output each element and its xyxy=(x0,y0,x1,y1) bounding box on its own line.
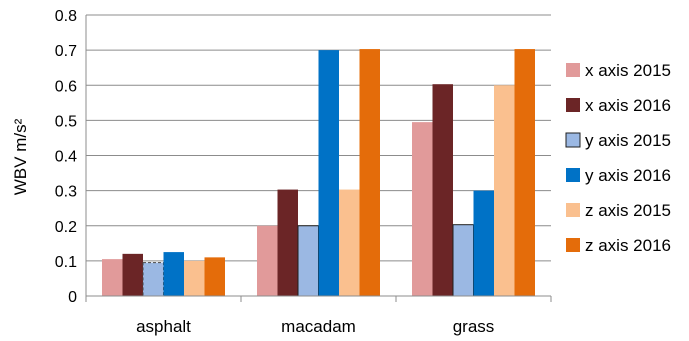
legend-swatch xyxy=(566,63,580,77)
bar xyxy=(277,189,298,296)
y-tick-label: 0.5 xyxy=(55,113,77,130)
bar xyxy=(163,252,184,296)
bar xyxy=(102,259,123,296)
bar xyxy=(297,225,319,297)
y-tick-labels: 0 0.1 0.2 0.3 0.4 0.5 0.6 0.7 0.8 xyxy=(55,8,77,306)
y-tick-label: 0.2 xyxy=(55,219,77,236)
x-category-labels: asphalt macadam grass xyxy=(136,317,494,336)
bar xyxy=(359,49,380,296)
y-axis-title: WBV m/s² xyxy=(11,118,30,195)
bar xyxy=(339,189,360,296)
legend-swatch xyxy=(566,203,580,217)
y-tick-label: 0.1 xyxy=(55,254,77,271)
bar xyxy=(514,49,535,296)
y-tick-label: 0.3 xyxy=(55,184,77,201)
x-category-label: grass xyxy=(453,317,495,336)
y-tick-label: 0.7 xyxy=(55,43,77,60)
legend-label: z axis 2016 xyxy=(585,236,671,255)
bar xyxy=(142,262,164,297)
legend-swatch xyxy=(566,98,580,112)
y-tick-label: 0.6 xyxy=(55,78,77,95)
legend-label: x axis 2016 xyxy=(585,96,671,115)
legend-label: y axis 2015 xyxy=(585,131,671,150)
bar xyxy=(494,85,515,296)
y-tick-label: 0.8 xyxy=(55,8,77,25)
axes xyxy=(85,15,552,302)
x-category-label: asphalt xyxy=(136,317,191,336)
bar xyxy=(452,224,474,297)
legend-label: y axis 2016 xyxy=(585,166,671,185)
y-tick-label: 0 xyxy=(68,289,77,306)
legend: x axis 2015 x axis 2016 y axis 2015 y axis … xyxy=(565,61,671,255)
bar xyxy=(204,257,225,296)
bar xyxy=(257,225,278,296)
legend-swatch xyxy=(565,132,581,148)
legend-label: x axis 2015 xyxy=(585,61,671,80)
bar-series xyxy=(102,49,535,297)
bar xyxy=(412,122,433,296)
bar xyxy=(122,253,143,296)
bar xyxy=(473,190,494,296)
x-category-label: macadam xyxy=(281,317,356,336)
legend-swatch xyxy=(566,168,580,182)
bar xyxy=(318,50,339,296)
legend-label: z axis 2015 xyxy=(585,201,671,220)
bar xyxy=(432,84,453,296)
bar xyxy=(184,260,205,296)
y-tick-label: 0.4 xyxy=(55,149,77,166)
legend-swatch xyxy=(566,238,580,252)
